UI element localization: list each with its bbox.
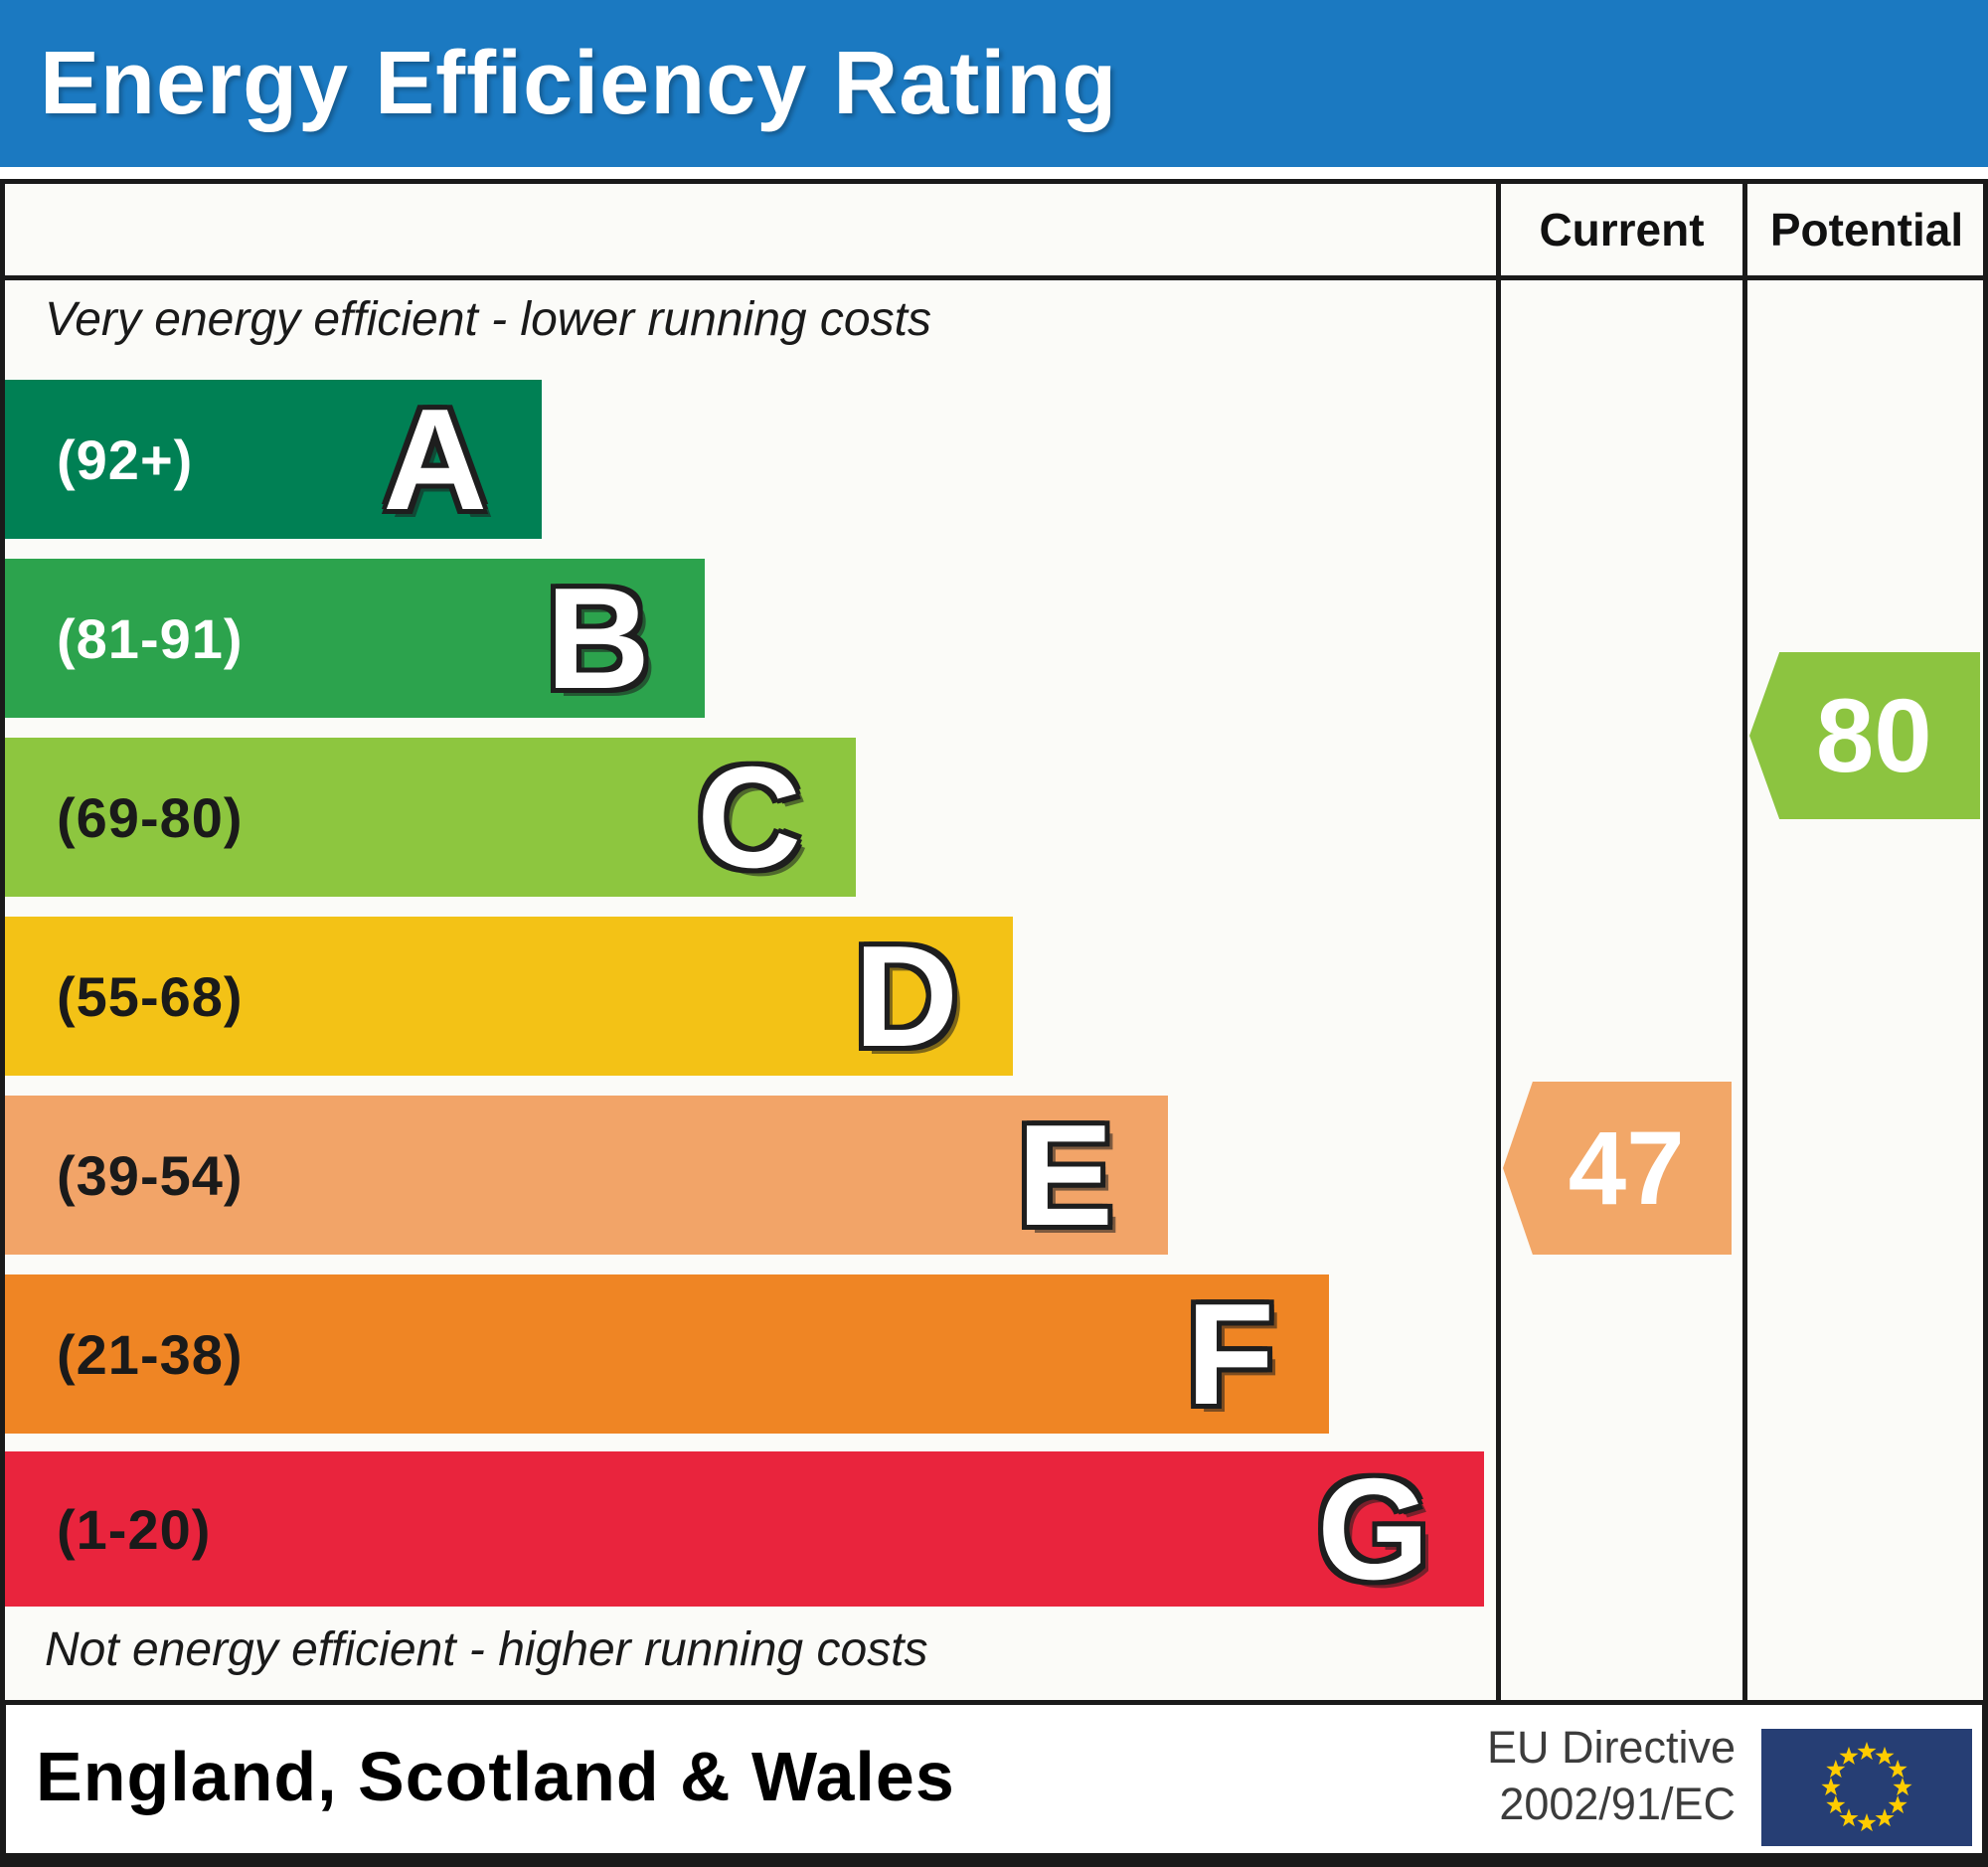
eu-flag-star (1875, 1808, 1895, 1827)
bottom-note: Not energy efficient - higher running co… (45, 1623, 928, 1676)
band-range-label-e: (39-54) (57, 1143, 244, 1207)
top-note: Very energy efficient - lower running co… (45, 293, 931, 346)
band-letter-b: B (546, 557, 650, 719)
eu-flag-star (1888, 1760, 1907, 1779)
band-row-e: (39-54) E (5, 1096, 1168, 1255)
title-bar: Energy Efficiency Rating (0, 0, 1988, 167)
eu-flag-star (1821, 1778, 1841, 1796)
region-label: England, Scotland & Wales (36, 1737, 955, 1815)
band-range-label-d: (55-68) (57, 964, 244, 1028)
eu-flag-star (1893, 1778, 1912, 1796)
potential-column-divider (1742, 179, 1747, 1705)
eu-flag-star (1875, 1746, 1895, 1765)
band-letter-d: D (854, 915, 958, 1077)
band-row-c: (69-80) C (5, 738, 856, 897)
band-range-label-c: (69-80) (57, 785, 244, 849)
eu-flag-star (1839, 1808, 1859, 1827)
eu-directive-line2: 2002/91/EC (1499, 1778, 1736, 1829)
potential-rating-value: 80 (1815, 677, 1932, 794)
potential-column-header: Potential (1769, 204, 1964, 255)
potential-rating-badge: 80 (1749, 652, 1980, 819)
eu-directive-line1: EU Directive (1486, 1722, 1736, 1774)
current-rating-value: 47 (1568, 1109, 1685, 1227)
band-letter-f: F (1186, 1273, 1274, 1435)
band-letter-c: C (697, 736, 801, 898)
band-range-label-a: (92+) (57, 427, 194, 491)
band-row-d: (55-68) D (5, 917, 1013, 1076)
current-column-header: Current (1539, 204, 1705, 255)
band-letter-g: G (1317, 1447, 1429, 1610)
eu-flag-star (1826, 1760, 1846, 1779)
page-title: Energy Efficiency Rating (40, 33, 1118, 133)
band-range-label-b: (81-91) (57, 606, 244, 670)
footer: England, Scotland & Wales EU Directive 2… (0, 1705, 1988, 1867)
band-row-g: (1-20) G (5, 1451, 1484, 1607)
band-range-label-f: (21-38) (57, 1322, 244, 1386)
current-rating-badge: 47 (1503, 1082, 1732, 1255)
eu-flag-star (1888, 1795, 1907, 1814)
eu-flag-star (1857, 1742, 1877, 1761)
current-column-divider (1496, 179, 1501, 1705)
band-row-b: (81-91) B (5, 559, 705, 718)
eu-flag-star (1826, 1795, 1846, 1814)
band-row-f: (21-38) F (5, 1274, 1329, 1434)
eu-flag-icon (1761, 1729, 1972, 1846)
band-letter-e: E (1017, 1094, 1113, 1256)
eu-flag-star (1857, 1813, 1877, 1832)
header-bottom-border (0, 275, 1988, 280)
band-row-a: (92+) A (5, 380, 542, 539)
band-range-label-g: (1-20) (57, 1497, 212, 1561)
eu-flag-star (1839, 1746, 1859, 1765)
band-letter-a: A (383, 378, 487, 540)
eu-directive-label: EU Directive 2002/91/EC (1348, 1705, 1736, 1847)
